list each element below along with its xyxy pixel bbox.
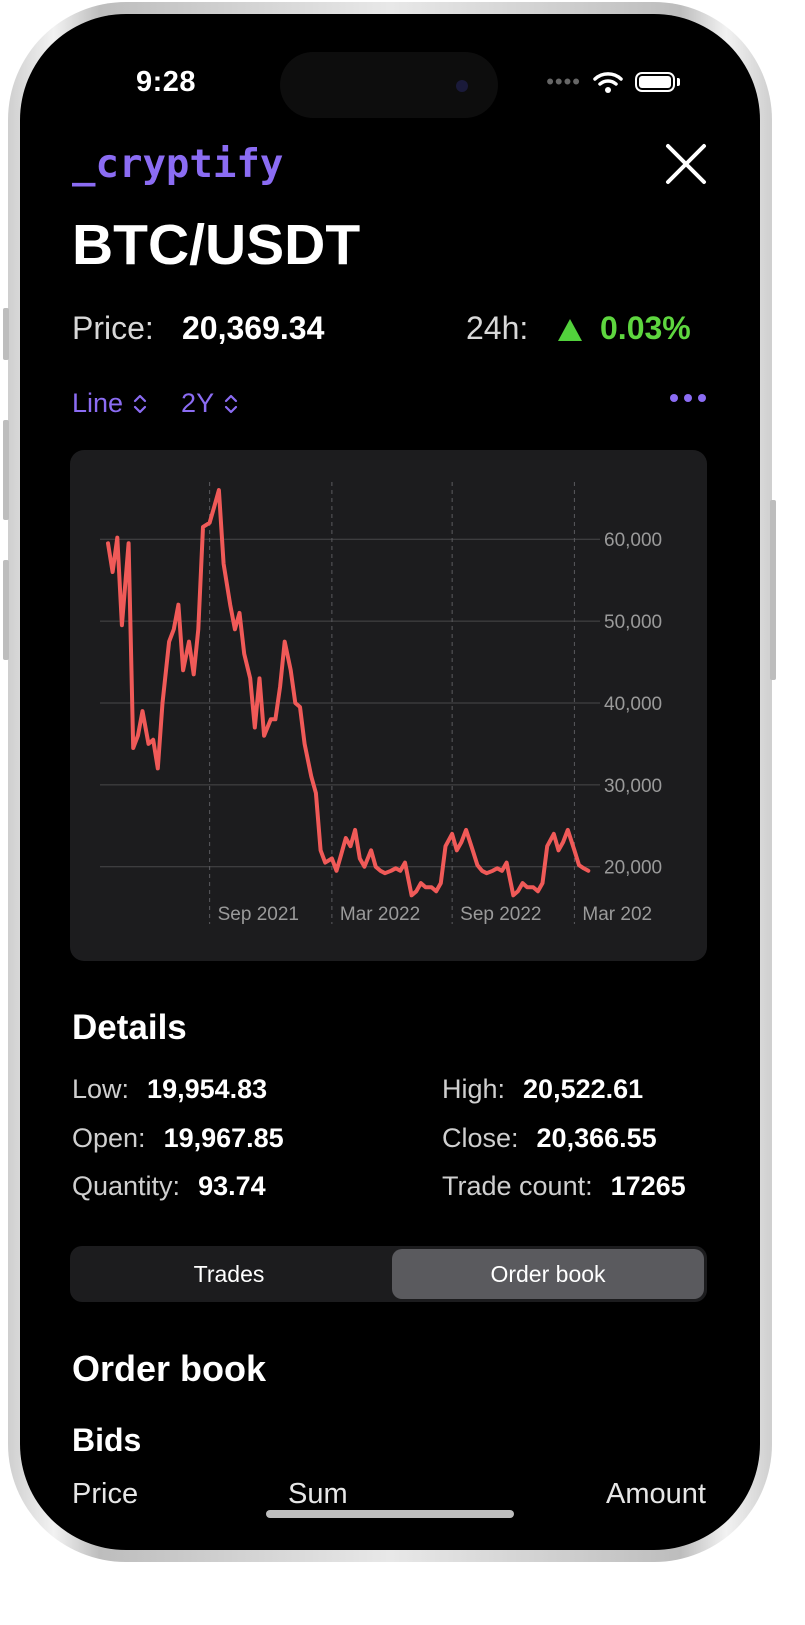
chart-type-picker[interactable]: Line [72,388,147,419]
high-value: 20,522.61 [523,1074,644,1104]
price-series-line [106,488,591,898]
low-row: Low: 19,954.83 [72,1074,267,1105]
change-value: 0.03% [600,310,691,346]
signal-dots-icon: •••• [546,69,581,94]
trade-count-value: 17265 [610,1171,686,1201]
battery-tip [677,78,680,86]
change-label: 24h: [466,310,529,346]
column-header-price: Price [72,1478,139,1510]
status-time: 9:28 [136,66,197,98]
bids-title: Bids [72,1422,142,1458]
brand-logo: _cryptify [72,142,284,187]
x-tick-label: Mar 202 [582,904,652,925]
volume-up-button [3,420,9,520]
up-arrow-icon [558,319,582,341]
y-tick-label: 40,000 [604,694,662,715]
chart-toolbar: Line 2Y [72,388,272,419]
volume-down-button [3,560,9,660]
quantity-row: Quantity: 93.74 [72,1171,266,1202]
tab-order-book[interactable]: Order book [392,1249,704,1299]
y-tick-label: 30,000 [604,776,662,797]
y-tick-label: 60,000 [604,530,662,551]
trade-count-label: Trade count: [442,1171,593,1201]
high-row: High: 20,522.61 [442,1074,643,1105]
chevron-up-down-icon [133,394,147,413]
quantity-label: Quantity: [72,1171,181,1201]
price-label: Price: [72,310,154,346]
close-row: Close: 20,366.55 [442,1123,657,1154]
close-value: 20,366.55 [536,1123,657,1153]
chevron-up-down-icon [224,394,238,413]
open-label: Open: [72,1123,146,1153]
chart-type-label: Line [72,388,124,418]
x-tick-label: Sep 2022 [460,904,541,925]
quantity-value: 93.74 [198,1171,266,1201]
range-picker[interactable]: 2Y [181,388,238,419]
open-value: 19,967.85 [163,1123,284,1153]
home-indicator [266,1510,514,1518]
wifi-icon [593,72,623,93]
y-tick-label: 20,000 [604,858,662,879]
order-book-title: Order book [72,1348,267,1389]
y-tick-label: 50,000 [604,612,662,633]
close-icon[interactable] [662,140,710,188]
ellipsis-icon[interactable] [670,394,706,402]
open-row: Open: 19,967.85 [72,1123,284,1154]
range-label: 2Y [181,388,215,418]
x-tick-label: Mar 2022 [340,904,420,925]
low-label: Low: [72,1074,130,1104]
action-button [3,308,9,360]
status-icons: •••• [546,71,680,93]
price-chart: 60,000 50,000 40,000 30,000 20,000 Sep 2021 Ma… [70,450,707,961]
tab-trades[interactable]: Trades [193,1260,265,1287]
price-value: 20,369.34 [182,310,325,346]
dynamic-island [280,52,498,118]
x-tick-label: Sep 2021 [218,904,299,925]
column-header-sum: Sum [288,1478,348,1510]
pair-title: BTC/USDT [72,213,361,277]
trade-count-row: Trade count: 17265 [442,1171,686,1202]
close-label: Close: [442,1123,519,1153]
high-label: High: [442,1074,506,1104]
chart-svg: 60,000 50,000 40,000 30,000 20,000 Sep 2021 Ma… [100,482,662,925]
app-screen: 9:28 •••• _cryptify BTC/USDT Price: 20,3… [44,38,736,1526]
battery-icon [635,72,675,92]
column-header-amount: Amount [606,1478,706,1510]
segmented-control: Trades Order book [70,1246,707,1302]
details-title: Details [72,1008,187,1047]
power-button [770,500,776,680]
camera-icon [456,80,468,92]
low-value: 19,954.83 [147,1074,268,1104]
